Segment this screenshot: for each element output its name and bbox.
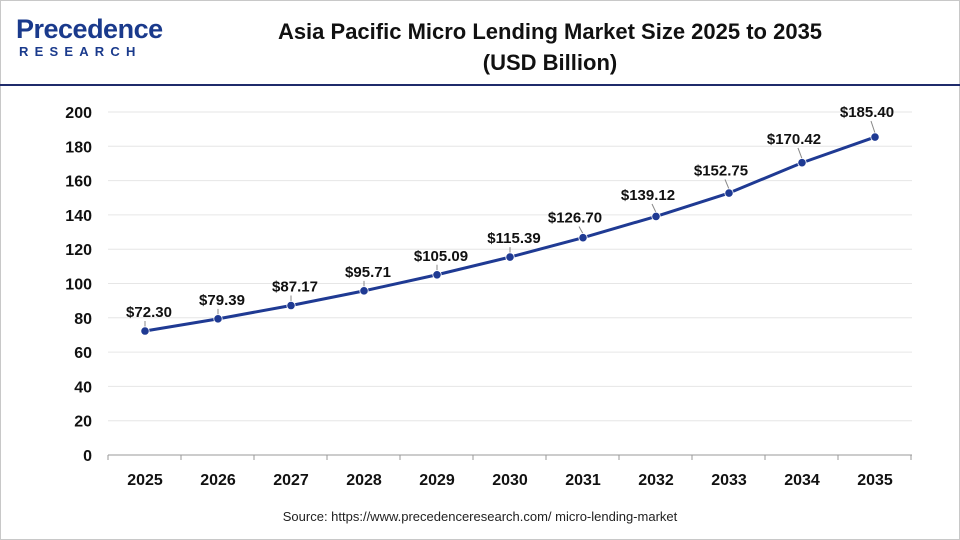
data-label-leader: [724, 179, 730, 190]
y-tick-label: 20: [74, 414, 92, 431]
header: Precedence RESEARCH Asia Pacific Micro L…: [0, 0, 960, 84]
data-point: [286, 300, 296, 311]
x-tick-label: 2026: [200, 472, 236, 489]
data-point: [797, 158, 807, 168]
x-tick-label: 2032: [638, 472, 674, 489]
data-label-leader: [651, 203, 657, 213]
data-label: $170.42: [767, 131, 821, 148]
data-point: [213, 314, 223, 324]
data-label: $139.12: [621, 187, 675, 204]
y-tick-label: 0: [83, 448, 92, 465]
x-tick-label: 2028: [346, 472, 382, 489]
data-point: [359, 286, 369, 296]
data-label-leader: [578, 226, 584, 234]
data-label: $126.70: [548, 210, 602, 227]
data-label: $105.09: [414, 248, 468, 265]
chart-title-line2: (USD Billion): [482, 50, 618, 75]
data-point: [724, 188, 734, 198]
y-tick-label: 40: [74, 379, 92, 396]
y-tick-label: 120: [65, 242, 92, 259]
logo-wordmark: Precedence: [16, 14, 163, 44]
data-label-leader: [797, 147, 803, 159]
y-tick-label: 100: [65, 277, 92, 294]
brand-logo: Precedence RESEARCH: [16, 14, 166, 64]
logo-subtext: RESEARCH: [19, 44, 142, 59]
data-label: $95.71: [345, 264, 391, 281]
header-divider: [0, 84, 960, 86]
x-tick-label: 2035: [857, 472, 893, 489]
data-label: $115.39: [487, 230, 540, 247]
x-tick-label: 2029: [419, 472, 455, 489]
data-label: $152.75: [694, 162, 748, 179]
x-tick-label: 2031: [565, 472, 601, 489]
y-tick-label: 180: [65, 139, 92, 156]
y-tick-label: 200: [65, 105, 92, 122]
chart-title: Asia Pacific Micro Lending Market Size 2…: [230, 16, 870, 78]
x-tick-label: 2027: [273, 472, 309, 489]
x-tick-label: 2033: [711, 472, 747, 489]
data-label: $72.30: [126, 304, 172, 321]
y-tick-label: 160: [65, 174, 92, 191]
source-note: Source: https://www.precedenceresearch.c…: [282, 509, 678, 524]
x-tick-label: 2030: [492, 472, 528, 489]
data-label-leader: [870, 120, 876, 134]
data-point: [651, 211, 661, 222]
data-point: [870, 132, 880, 142]
y-tick-label: 80: [74, 311, 92, 328]
line-chart: 0 20 40 60 80 100 120 140 160 180 200 2025 2026 2027 2…: [65, 104, 912, 489]
data-point: [432, 270, 442, 280]
data-point: [578, 233, 588, 243]
data-point: [505, 252, 515, 262]
data-label: $79.39: [199, 292, 245, 309]
y-tick-label: 140: [65, 208, 92, 225]
x-tick-label: 2025: [127, 472, 163, 489]
data-point: [140, 326, 150, 336]
x-tick-label: 2034: [784, 472, 820, 489]
data-label: $87.17: [272, 279, 318, 296]
data-label: $185.40: [840, 104, 894, 121]
chart-title-line1: Asia Pacific Micro Lending Market Size 2…: [277, 19, 823, 44]
y-tick-label: 60: [74, 345, 92, 362]
